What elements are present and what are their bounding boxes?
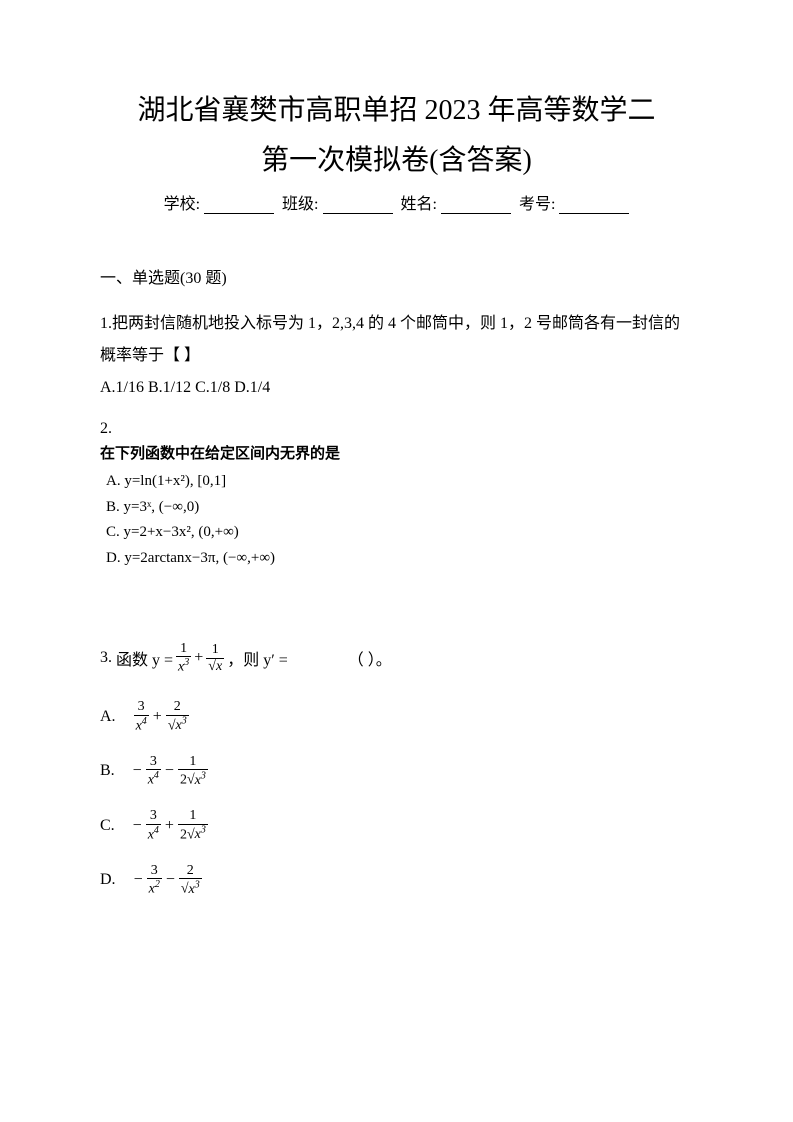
q3a-frac2: 2√x3 — [166, 699, 189, 733]
q3-optD-letter: D. — [100, 871, 116, 889]
school-blank — [204, 198, 274, 214]
q3-paren: （ ）。 — [348, 646, 392, 670]
class-label: 班级: — [282, 196, 318, 213]
q3d-frac1: 3x2 — [147, 863, 162, 897]
name-label: 姓名: — [401, 196, 437, 213]
q3b-frac1: 3x4 — [146, 754, 161, 788]
question-2: 2. 在下列函数中在给定区间内无界的是 A. y=ln(1+x²), [0,1]… — [100, 420, 693, 571]
school-label: 学校: — [164, 196, 200, 213]
name-blank — [441, 198, 511, 214]
q3a-frac1: 3x4 — [134, 699, 149, 733]
class-blank — [323, 198, 393, 214]
q2-option-b: B. y=3ˣ, (−∞,0) — [106, 495, 693, 521]
q3-number: 3. — [100, 649, 112, 667]
q3b-minus: − — [165, 762, 174, 780]
q3-optC-letter: C. — [100, 817, 115, 835]
q3-option-a: A. 3x4 + 2√x3 — [100, 699, 693, 733]
q3-option-c: C. − 3x4 + 12√x3 — [100, 808, 693, 842]
q3b-frac2: 12√x3 — [178, 754, 208, 788]
q3d-neg1: − — [134, 871, 143, 889]
q3c-neg1: − — [133, 817, 142, 835]
q3d-frac2: 2√x3 — [179, 863, 202, 897]
q2-stem: 在下列函数中在给定区间内无界的是 — [100, 442, 693, 463]
q3-option-b: B. − 3x4 − 12√x3 — [100, 754, 693, 788]
question-3: 3. 函数 y = 1x3 + 1√x ，则 y′ = （ ）。 A. 3x4 … — [100, 641, 693, 897]
exam-title-line1: 湖北省襄樊市高职单招 2023 年高等数学二 — [100, 90, 693, 132]
q3-optB-letter: B. — [100, 762, 115, 780]
question-1: 1.把两封信随机地投入标号为 1，2,3,4 的 4 个邮筒中，则 1，2 号邮… — [100, 308, 693, 404]
info-row: 学校: 班级: 姓名: 考号: — [100, 190, 693, 214]
q1-text: 1.把两封信随机地投入标号为 1，2,3,4 的 4 个邮筒中，则 1，2 号邮… — [100, 308, 693, 372]
q3c-frac2: 12√x3 — [178, 808, 208, 842]
q3c-plus: + — [165, 817, 174, 835]
section-1-header: 一、单选题(30 题) — [100, 264, 693, 288]
q3-stem-prefix: 函数 y = — [116, 646, 173, 670]
q2-option-a: A. y=ln(1+x²), [0,1] — [106, 469, 693, 495]
q3b-neg1: − — [133, 762, 142, 780]
id-label: 考号: — [519, 196, 555, 213]
q3-stem-suffix: ，则 y′ = — [227, 646, 288, 670]
q3-plus: + — [194, 649, 203, 667]
q2-number: 2. — [100, 420, 693, 438]
exam-title-line2: 第一次模拟卷(含答案) — [100, 140, 693, 182]
q3-frac1: 1x3 — [176, 641, 191, 675]
id-blank — [559, 198, 629, 214]
q3c-frac1: 3x4 — [146, 808, 161, 842]
q3a-plus: + — [153, 708, 162, 726]
q3-stem: 3. 函数 y = 1x3 + 1√x ，则 y′ = （ ）。 — [100, 641, 693, 675]
q3-optA-letter: A. — [100, 708, 116, 726]
q2-option-c: C. y=2+x−3x², (0,+∞) — [106, 520, 693, 546]
q3-option-d: D. − 3x2 − 2√x3 — [100, 863, 693, 897]
q2-option-d: D. y=2arctanx−3π, (−∞,+∞) — [106, 546, 693, 572]
q1-options: A.1/16 B.1/12 C.1/8 D.1/4 — [100, 372, 693, 404]
q3d-minus: − — [166, 871, 175, 889]
q3-frac2: 1√x — [206, 642, 224, 674]
